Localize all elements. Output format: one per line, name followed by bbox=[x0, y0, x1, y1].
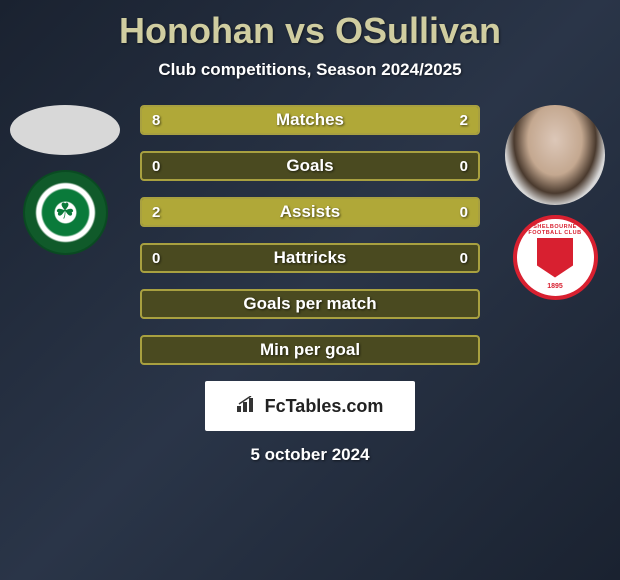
stat-value-left: 2 bbox=[152, 204, 160, 221]
stat-label: Hattricks bbox=[274, 248, 347, 268]
player-right-avatar bbox=[505, 105, 605, 205]
stat-label: Min per goal bbox=[260, 340, 360, 360]
chart-icon bbox=[237, 396, 259, 417]
player-right-column: 1895 bbox=[500, 105, 610, 310]
crest-year: 1895 bbox=[517, 283, 594, 290]
stat-row-hattricks: 0 Hattricks 0 bbox=[140, 243, 480, 273]
stat-row-goals: 0 Goals 0 bbox=[140, 151, 480, 181]
stat-label: Goals bbox=[286, 156, 333, 176]
club-crest-left bbox=[23, 170, 108, 255]
page-title: Honohan vs OSullivan bbox=[0, 0, 620, 52]
watermark-text: FcTables.com bbox=[265, 396, 384, 417]
stat-value-right: 0 bbox=[460, 204, 468, 221]
page-subtitle: Club competitions, Season 2024/2025 bbox=[0, 60, 620, 80]
stat-label: Goals per match bbox=[243, 294, 376, 314]
stat-value-right: 2 bbox=[460, 112, 468, 129]
stat-value-left: 8 bbox=[152, 112, 160, 129]
player-left-column bbox=[10, 105, 120, 265]
stat-row-assists: 2 Assists 0 bbox=[140, 197, 480, 227]
stat-row-goals-per-match: Goals per match bbox=[140, 289, 480, 319]
stat-bars: 8 Matches 2 0 Goals 0 2 Assists 0 0 Hatt… bbox=[140, 105, 480, 365]
date-text: 5 october 2024 bbox=[0, 445, 620, 465]
stat-value-left: 0 bbox=[152, 158, 160, 175]
stat-row-matches: 8 Matches 2 bbox=[140, 105, 480, 135]
stat-label: Matches bbox=[276, 110, 344, 130]
comparison-area: 1895 8 Matches 2 0 Goals 0 2 Assists 0 bbox=[0, 105, 620, 465]
stat-value-left: 0 bbox=[152, 250, 160, 267]
stat-value-right: 0 bbox=[460, 250, 468, 267]
club-crest-right: 1895 bbox=[513, 215, 598, 300]
stat-row-min-per-goal: Min per goal bbox=[140, 335, 480, 365]
watermark: FcTables.com bbox=[205, 381, 415, 431]
stat-value-right: 0 bbox=[460, 158, 468, 175]
player-left-avatar bbox=[10, 105, 120, 155]
stat-label: Assists bbox=[280, 202, 340, 222]
